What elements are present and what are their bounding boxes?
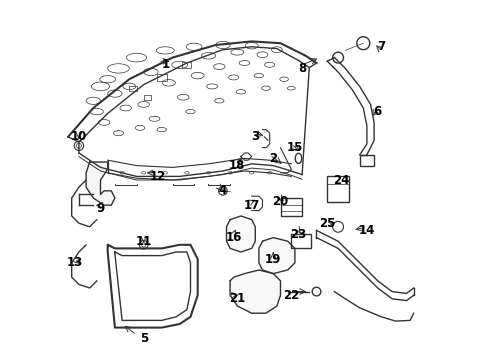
Text: 12: 12	[150, 170, 166, 183]
Text: 4: 4	[218, 184, 226, 197]
Text: 10: 10	[71, 130, 87, 143]
Polygon shape	[258, 238, 294, 274]
Text: 13: 13	[67, 256, 83, 269]
Text: 14: 14	[358, 224, 374, 237]
Bar	[182, 62, 191, 68]
Text: 19: 19	[264, 253, 281, 266]
Text: 5: 5	[139, 332, 147, 345]
Bar	[156, 74, 166, 81]
Polygon shape	[86, 162, 115, 205]
Text: 3: 3	[251, 130, 259, 143]
Text: 25: 25	[319, 217, 335, 230]
Text: 6: 6	[373, 105, 381, 118]
Text: 16: 16	[225, 231, 242, 244]
Text: 11: 11	[135, 235, 151, 248]
Polygon shape	[226, 216, 255, 252]
Text: 17: 17	[243, 199, 259, 212]
Text: 1: 1	[161, 58, 169, 71]
Bar	[359, 155, 373, 166]
Text: 8: 8	[297, 62, 305, 75]
Text: 24: 24	[333, 174, 349, 186]
Text: 15: 15	[286, 141, 303, 154]
Text: 18: 18	[229, 159, 245, 172]
Bar	[143, 95, 151, 100]
Polygon shape	[230, 270, 280, 313]
Text: 20: 20	[272, 195, 288, 208]
Text: 21: 21	[229, 292, 245, 305]
Bar	[280, 198, 302, 216]
Text: 7: 7	[376, 40, 385, 53]
Bar	[129, 86, 137, 91]
Bar	[326, 176, 348, 202]
Text: 2: 2	[269, 152, 277, 165]
Bar	[291, 234, 310, 248]
Text: 22: 22	[283, 289, 299, 302]
Text: 9: 9	[96, 202, 104, 215]
Text: 23: 23	[290, 228, 306, 240]
